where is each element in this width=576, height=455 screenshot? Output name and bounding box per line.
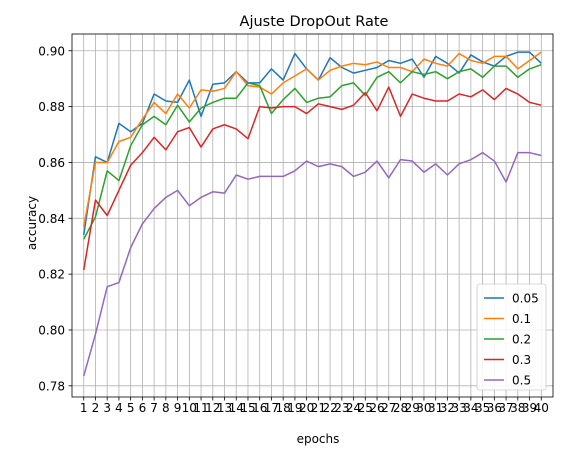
legend-label: 0.5 xyxy=(512,374,531,388)
x-tick-label: 29 xyxy=(405,401,420,415)
legend-box xyxy=(476,283,547,391)
x-tick-label: 1 xyxy=(80,401,88,415)
x-tick-label: 28 xyxy=(393,401,408,415)
x-tick-label: 19 xyxy=(287,401,302,415)
x-tick-label: 14 xyxy=(229,401,244,415)
legend-label: 0.1 xyxy=(512,312,531,326)
x-tick-label: 15 xyxy=(240,401,255,415)
x-tick-label: 21 xyxy=(311,401,326,415)
x-tick-label: 11 xyxy=(193,401,208,415)
chart-title: Ajuste DropOut Rate xyxy=(240,14,389,30)
x-tick-label: 37 xyxy=(498,401,513,415)
axes xyxy=(68,33,554,401)
x-axis-label: epochs xyxy=(297,432,340,446)
x-tick-label: 26 xyxy=(369,401,384,415)
x-tick-label: 3 xyxy=(103,401,111,415)
x-tick-label: 38 xyxy=(510,401,525,415)
x-tick-label: 2 xyxy=(92,401,100,415)
series-line-0.3 xyxy=(82,86,542,271)
legend-label: 0.05 xyxy=(512,292,539,306)
series-line-0.1 xyxy=(82,51,542,227)
legend-label: 0.2 xyxy=(512,333,531,347)
y-tick-label: 0.88 xyxy=(38,100,65,114)
x-tick-label: 27 xyxy=(381,401,396,415)
x-tick-label: 4 xyxy=(115,401,123,415)
legend-label: 0.3 xyxy=(512,353,531,367)
x-tick-label: 20 xyxy=(299,401,314,415)
series-lines xyxy=(82,51,542,377)
x-tick-label: 25 xyxy=(358,401,373,415)
x-tick-label: 12 xyxy=(205,401,220,415)
y-tick-label: 0.82 xyxy=(38,268,65,282)
y-tick-label: 0.86 xyxy=(38,156,65,170)
legend: 0.05 0.1 0.2 0.3 0.5 xyxy=(476,283,547,391)
x-tick-label: 35 xyxy=(475,401,490,415)
x-tick-label: 18 xyxy=(276,401,291,415)
x-tick-label: 31 xyxy=(428,401,443,415)
tick-labels: 1 2 3 4 5 6 7 8 9 1011121314151617181920212223242… xyxy=(38,44,549,415)
series-line-0.05 xyxy=(82,51,542,236)
x-tick-label: 23 xyxy=(334,401,349,415)
x-tick-label: 34 xyxy=(463,401,478,415)
x-tick-label: 30 xyxy=(416,401,431,415)
x-tick-label: 32 xyxy=(440,401,455,415)
x-tick-label: 24 xyxy=(346,401,361,415)
x-tick-label: 6 xyxy=(139,401,147,415)
series-line-0.2 xyxy=(83,64,542,240)
x-tick-label: 40 xyxy=(534,401,549,415)
x-tick-label: 33 xyxy=(452,401,467,415)
y-tick-label: 0.84 xyxy=(38,212,65,226)
x-tick-label: 10 xyxy=(182,401,197,415)
x-tick-label: 9 xyxy=(174,401,182,415)
y-tick-label: 0.90 xyxy=(38,44,65,58)
x-tick-label: 36 xyxy=(487,401,502,415)
x-tick-label: 16 xyxy=(252,401,267,415)
x-tick-label: 17 xyxy=(264,401,279,415)
x-tick-label: 8 xyxy=(162,401,170,415)
y-tick-label: 0.80 xyxy=(38,323,65,337)
y-axis-label: accuracy xyxy=(25,196,39,250)
plot-frame xyxy=(71,33,554,398)
x-tick-label: 7 xyxy=(150,401,158,415)
x-tick-label: 5 xyxy=(127,401,135,415)
series-line-0.5 xyxy=(83,151,542,377)
x-tick-label: 13 xyxy=(217,401,232,415)
y-tick-label: 0.78 xyxy=(38,379,65,393)
x-tick-label: 39 xyxy=(522,401,537,415)
x-tick-label: 22 xyxy=(322,401,337,415)
